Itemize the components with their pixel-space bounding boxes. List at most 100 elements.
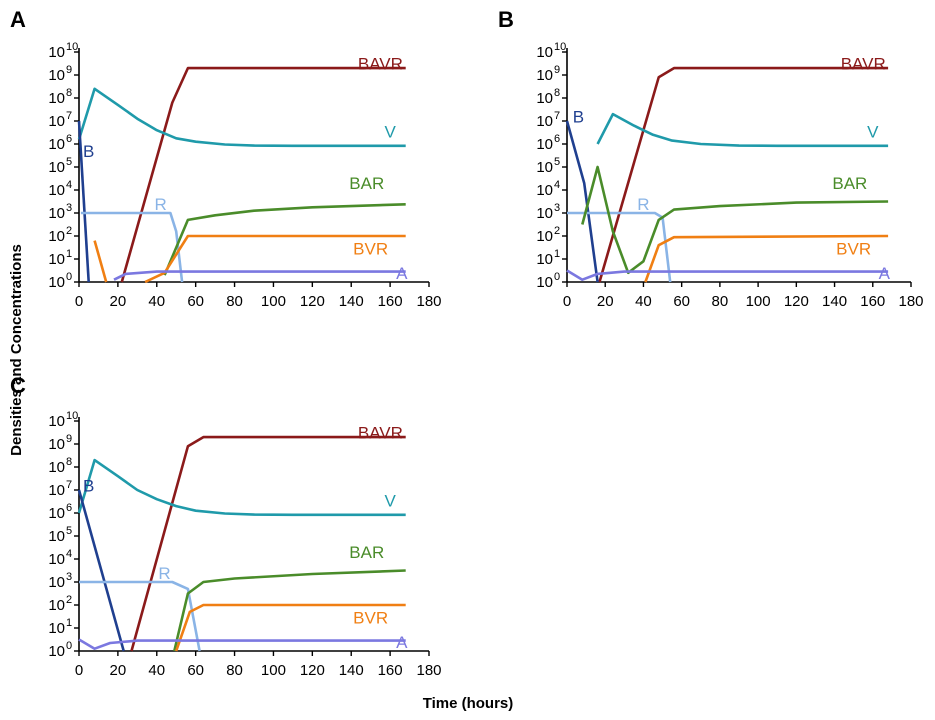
- series-label-bar: BAR: [349, 174, 384, 193]
- series-label-bavr: BAVR: [358, 424, 403, 443]
- x-tick-label: 180: [416, 662, 441, 679]
- y-tick-label: 10: [48, 251, 65, 268]
- y-tick-exponent: 2: [66, 594, 72, 606]
- series-label-a: A: [879, 264, 891, 283]
- x-tick-label: 0: [563, 293, 571, 310]
- y-tick-label: 10: [48, 413, 65, 430]
- series-label-bar: BAR: [349, 543, 384, 562]
- x-tick-label: 60: [187, 293, 204, 310]
- y-tick-exponent: 3: [66, 571, 72, 583]
- y-tick-exponent: 6: [66, 133, 72, 145]
- x-tick-label: 100: [261, 293, 286, 310]
- y-tick-exponent: 4: [66, 548, 72, 560]
- y-tick-exponent: 5: [66, 525, 72, 537]
- y-tick-exponent: 5: [554, 156, 560, 168]
- panel-letter: B: [498, 7, 514, 32]
- y-tick-exponent: 7: [66, 110, 72, 122]
- series-label-r: R: [158, 564, 170, 583]
- y-tick-label: 10: [48, 505, 65, 522]
- series-line-r: [567, 211, 672, 283]
- series-line-a: [78, 638, 406, 650]
- y-tick-exponent: 5: [66, 156, 72, 168]
- series-line-bar: [173, 569, 406, 652]
- x-tick-label: 180: [898, 293, 923, 310]
- y-tick-exponent: 0: [66, 271, 72, 283]
- panel-letter: A: [10, 7, 26, 32]
- x-tick-label: 160: [378, 662, 403, 679]
- series-line-v: [77, 87, 406, 148]
- y-tick-label: 10: [48, 182, 65, 199]
- y-tick-exponent: 7: [66, 479, 72, 491]
- y-tick-exponent: 1: [66, 617, 72, 629]
- x-tick-label: 40: [148, 293, 165, 310]
- series-line-a: [566, 269, 889, 281]
- series-line-bvr: [93, 234, 406, 284]
- y-tick-exponent: 10: [66, 410, 78, 422]
- y-tick-label: 10: [48, 113, 65, 130]
- series-line-r: [80, 211, 184, 283]
- series-label-a: A: [396, 264, 408, 283]
- series-label-bvr: BVR: [836, 240, 871, 259]
- x-tick-label: 80: [226, 662, 243, 679]
- y-tick-exponent: 8: [66, 456, 72, 468]
- y-tick-label: 10: [48, 436, 65, 453]
- y-tick-exponent: 0: [554, 271, 560, 283]
- series-line-bavr: [130, 435, 406, 652]
- x-tick-label: 20: [110, 293, 127, 310]
- series-line-a: [113, 270, 406, 281]
- y-tick-label: 10: [48, 159, 65, 176]
- y-tick-label: 10: [48, 90, 65, 107]
- x-tick-label: 140: [339, 293, 364, 310]
- y-tick-label: 10: [536, 228, 553, 245]
- x-tick-label: 80: [712, 293, 729, 310]
- y-tick-label: 10: [48, 574, 65, 591]
- y-tick-exponent: 6: [66, 502, 72, 514]
- series-line-b: [565, 120, 599, 283]
- x-axis-title: Time (hours): [423, 695, 514, 712]
- y-tick-exponent: 9: [554, 64, 560, 76]
- series-line-bavr: [120, 66, 406, 283]
- series-label-bar: BAR: [832, 174, 867, 193]
- x-tick-label: 160: [378, 293, 403, 310]
- series-line-b: [77, 120, 90, 283]
- series-label-bavr: BAVR: [358, 55, 403, 74]
- y-tick-exponent: 2: [554, 225, 560, 237]
- series-line-bavr: [598, 66, 889, 283]
- series-label-bvr: BVR: [353, 240, 388, 259]
- y-tick-label: 10: [48, 597, 65, 614]
- x-tick-label: 20: [597, 293, 614, 310]
- y-tick-label: 10: [536, 251, 553, 268]
- y-tick-label: 10: [48, 136, 65, 153]
- series-label-bvr: BVR: [353, 609, 388, 628]
- y-tick-label: 10: [536, 159, 553, 176]
- y-tick-label: 10: [536, 182, 553, 199]
- series-label-b: B: [83, 142, 94, 161]
- series-label-v: V: [384, 122, 396, 141]
- y-tick-label: 10: [536, 205, 553, 222]
- x-tick-label: 40: [148, 662, 165, 679]
- series-line-r: [79, 580, 201, 652]
- x-tick-label: 0: [75, 293, 83, 310]
- y-tick-label: 10: [48, 459, 65, 476]
- series-label-a: A: [396, 633, 408, 652]
- y-tick-exponent: 9: [66, 433, 72, 445]
- x-tick-label: 180: [416, 293, 441, 310]
- y-tick-exponent: 2: [66, 225, 72, 237]
- y-tick-exponent: 10: [554, 41, 566, 53]
- y-tick-exponent: 9: [66, 64, 72, 76]
- y-tick-label: 10: [48, 620, 65, 637]
- series-label-bavr: BAVR: [841, 55, 886, 74]
- y-axis-title: Densities and Concentrations: [8, 244, 25, 456]
- y-tick-label: 10: [48, 643, 65, 660]
- y-tick-label: 10: [48, 44, 65, 61]
- x-tick-label: 100: [261, 662, 286, 679]
- y-tick-exponent: 4: [554, 179, 560, 191]
- y-tick-label: 10: [536, 67, 553, 84]
- y-tick-exponent: 3: [554, 202, 560, 214]
- series-label-r: R: [637, 195, 649, 214]
- y-tick-exponent: 8: [66, 87, 72, 99]
